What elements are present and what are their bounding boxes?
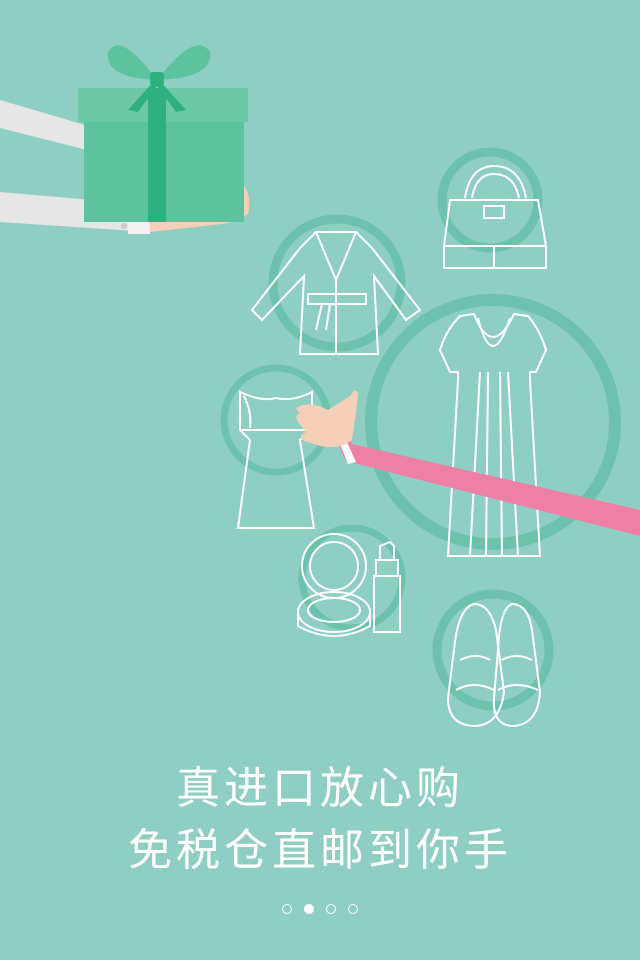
dress-icon [438,312,548,557]
right-arm [296,390,640,536]
page-indicator[interactable] [0,904,640,914]
gift-box-icon [78,45,248,222]
slogan-line-2: 免税仓直邮到你手 [128,825,512,876]
slogan-line-1: 真进口放心购 [176,763,464,814]
page-dot[interactable] [326,904,336,914]
handbag-icon [442,164,548,269]
page-dot[interactable] [282,904,292,914]
page-dot[interactable] [348,904,358,914]
coat-icon [250,231,422,355]
page-dot[interactable] [304,904,314,914]
tube-dress-icon [236,390,316,529]
shoes-icon [446,602,542,728]
compact-powder-icon [297,533,371,637]
lipstick-icon [373,540,401,633]
